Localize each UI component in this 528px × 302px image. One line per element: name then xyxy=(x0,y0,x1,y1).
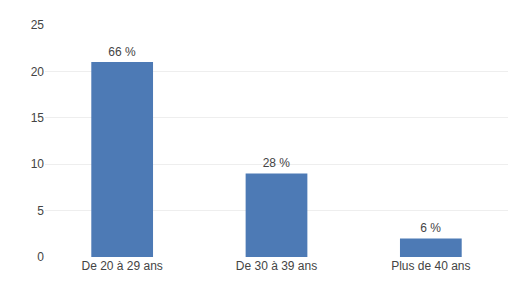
svg-text:15: 15 xyxy=(31,111,45,125)
svg-text:6 %: 6 % xyxy=(420,221,441,235)
svg-text:25: 25 xyxy=(31,18,45,32)
svg-text:10: 10 xyxy=(31,157,45,171)
svg-text:66 %: 66 % xyxy=(108,45,136,59)
svg-text:Plus de 40 ans: Plus de 40 ans xyxy=(391,259,470,273)
svg-text:0: 0 xyxy=(37,250,44,264)
svg-text:28 %: 28 % xyxy=(263,156,291,170)
svg-text:De 20 à 29 ans: De 20 à 29 ans xyxy=(81,259,162,273)
svg-text:De 30 à 39 ans: De 30 à 39 ans xyxy=(236,259,317,273)
svg-text:20: 20 xyxy=(31,65,45,79)
svg-text:5: 5 xyxy=(37,204,44,218)
